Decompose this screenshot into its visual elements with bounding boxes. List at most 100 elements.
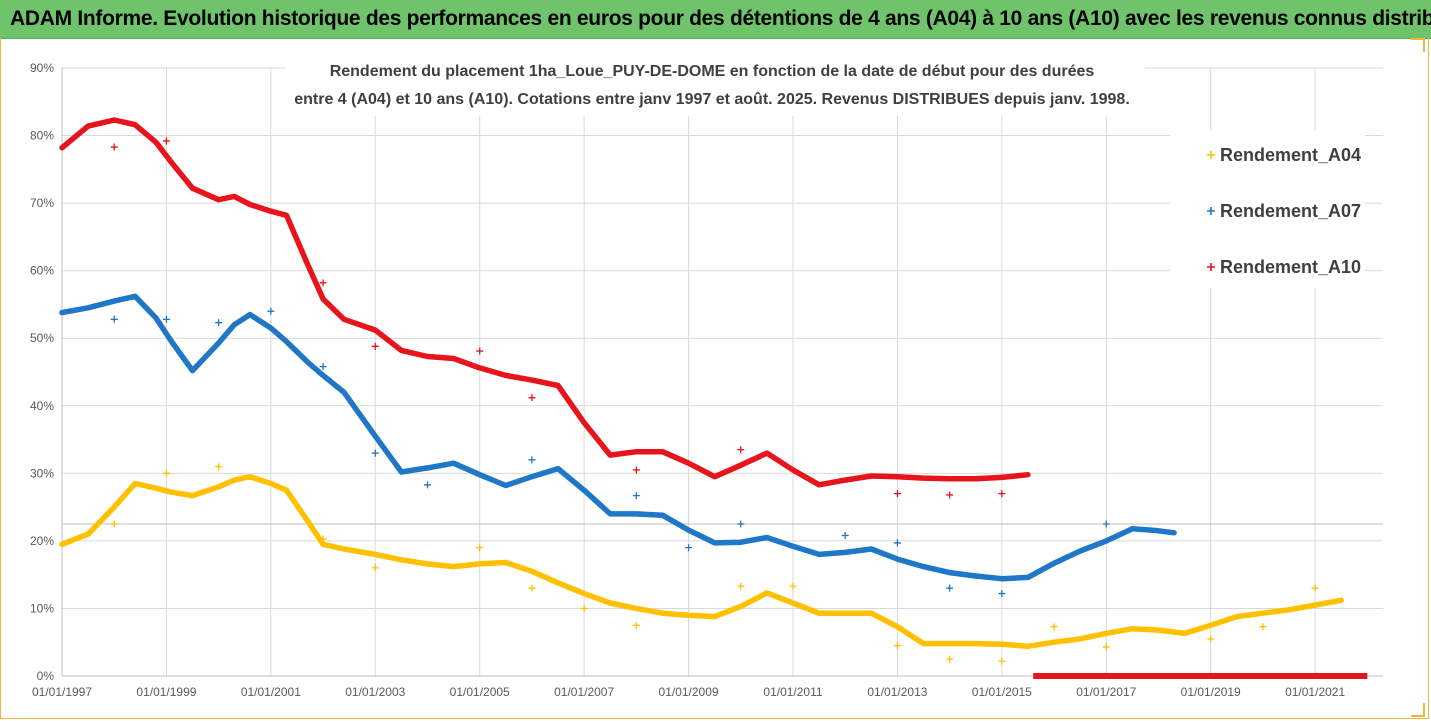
data-point bbox=[1105, 540, 1107, 542]
x-tick-label: 01/01/2007 bbox=[554, 685, 614, 699]
data-point bbox=[155, 141, 157, 143]
data-point bbox=[218, 486, 220, 488]
data-point bbox=[870, 475, 872, 477]
y-tick-label: 20% bbox=[30, 534, 54, 548]
y-tick-label: 40% bbox=[30, 399, 54, 413]
data-point bbox=[87, 125, 89, 127]
resize-handle-top-right[interactable] bbox=[1411, 38, 1425, 52]
data-point bbox=[609, 513, 611, 515]
outlier-point bbox=[162, 137, 170, 145]
chart-title-line-1: Rendement du placement 1ha_Loue_PUY-DE-D… bbox=[330, 63, 1095, 80]
outlier-point bbox=[162, 469, 170, 477]
x-tick-label: 01/01/2003 bbox=[345, 685, 405, 699]
legend-background bbox=[1170, 130, 1365, 288]
x-tick-label: 01/01/2021 bbox=[1285, 685, 1345, 699]
data-point bbox=[505, 562, 507, 564]
data-point bbox=[583, 593, 585, 595]
series-line bbox=[59, 473, 1344, 650]
data-point bbox=[740, 541, 742, 543]
data-point bbox=[306, 263, 308, 265]
data-point bbox=[426, 563, 428, 565]
data-point bbox=[192, 370, 194, 372]
outlier-point bbox=[371, 449, 379, 457]
data-point bbox=[218, 342, 220, 344]
outlier-point bbox=[998, 590, 1006, 598]
y-tick-label: 70% bbox=[30, 196, 54, 210]
outlier-point bbox=[371, 342, 379, 350]
y-tick-label: 10% bbox=[30, 601, 54, 615]
data-point bbox=[714, 542, 716, 544]
outlier-point bbox=[1050, 623, 1058, 631]
data-point bbox=[61, 543, 63, 545]
legend-item[interactable]: Rendement_A07 bbox=[1207, 201, 1361, 221]
data-point bbox=[286, 489, 288, 491]
outlier-point bbox=[789, 582, 797, 590]
data-point bbox=[740, 605, 742, 607]
outlier-point bbox=[110, 315, 118, 323]
outlier-point bbox=[267, 307, 275, 315]
series-Rendement_A04 bbox=[59, 463, 1344, 665]
data-point bbox=[270, 210, 272, 212]
legend-marker bbox=[1207, 207, 1215, 215]
data-point bbox=[975, 575, 977, 577]
data-point bbox=[113, 300, 115, 302]
legend-item[interactable]: Rendement_A10 bbox=[1207, 257, 1361, 277]
data-point bbox=[1027, 474, 1029, 476]
x-tick-label: 01/01/2013 bbox=[867, 685, 927, 699]
outlier-point bbox=[632, 621, 640, 629]
data-point bbox=[766, 592, 768, 594]
data-point bbox=[949, 643, 951, 645]
data-point bbox=[1053, 562, 1055, 564]
data-point bbox=[818, 553, 820, 555]
data-point bbox=[1236, 616, 1238, 618]
data-point bbox=[322, 543, 324, 545]
y-tick-label: 0% bbox=[37, 669, 55, 683]
data-point bbox=[531, 476, 533, 478]
outlier-point bbox=[319, 363, 327, 371]
legend-marker bbox=[1207, 263, 1215, 271]
data-point bbox=[322, 298, 324, 300]
y-tick-label: 30% bbox=[30, 466, 54, 480]
data-point bbox=[306, 520, 308, 522]
legend-label: Rendement_A07 bbox=[1220, 201, 1361, 221]
chart-series bbox=[59, 117, 1368, 679]
data-point bbox=[249, 203, 251, 205]
data-point bbox=[714, 616, 716, 618]
data-point bbox=[192, 187, 194, 189]
data-point bbox=[453, 462, 455, 464]
x-tick-label: 01/01/2019 bbox=[1181, 685, 1241, 699]
data-point bbox=[583, 422, 585, 424]
data-point bbox=[661, 612, 663, 614]
series-line bbox=[59, 117, 1031, 488]
data-point bbox=[343, 391, 345, 393]
resize-handle-bottom-right[interactable] bbox=[1411, 703, 1425, 717]
data-point bbox=[479, 563, 481, 565]
x-tick-label: 01/01/2005 bbox=[450, 685, 510, 699]
data-point bbox=[844, 551, 846, 553]
data-point bbox=[975, 643, 977, 645]
outlier-point bbox=[946, 491, 954, 499]
outlier-point bbox=[371, 564, 379, 572]
data-point bbox=[923, 477, 925, 479]
legend-item[interactable]: Rendement_A04 bbox=[1207, 145, 1361, 165]
data-point bbox=[270, 327, 272, 329]
data-point bbox=[87, 307, 89, 309]
outlier-point bbox=[1311, 584, 1319, 592]
chart-title-background bbox=[285, 54, 1145, 116]
data-point bbox=[1262, 612, 1264, 614]
outlier-point bbox=[685, 544, 693, 552]
chart-title-line-2: entre 4 (A04) et 10 ans (A10). Cotations… bbox=[294, 91, 1130, 108]
outlier-point bbox=[946, 584, 954, 592]
x-tick-label: 01/01/1999 bbox=[136, 685, 196, 699]
outlier-point bbox=[1207, 635, 1215, 643]
data-point bbox=[740, 464, 742, 466]
outlier-point bbox=[528, 584, 536, 592]
data-point bbox=[923, 643, 925, 645]
data-point bbox=[218, 199, 220, 201]
data-point bbox=[870, 612, 872, 614]
data-point bbox=[949, 478, 951, 480]
x-tick-label: 01/01/2015 bbox=[972, 685, 1032, 699]
data-point bbox=[87, 533, 89, 535]
outlier-point bbox=[476, 544, 484, 552]
data-point bbox=[233, 324, 235, 326]
